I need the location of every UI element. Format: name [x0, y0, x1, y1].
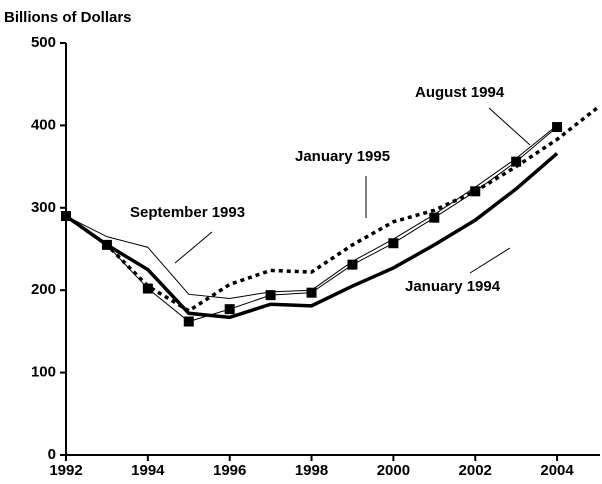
x-tick-label: 2002	[459, 462, 492, 479]
point	[429, 212, 440, 223]
y-tick-label: 200	[31, 281, 56, 298]
x-tick-label: 2000	[377, 462, 410, 479]
series-line	[64, 105, 600, 313]
x-tick-label: 1994	[131, 462, 165, 479]
leader-line	[174, 231, 213, 264]
series-line	[64, 152, 559, 320]
series-label: January 1995	[295, 148, 390, 165]
series-label: January 1994	[405, 278, 501, 295]
x-tick-label: 1996	[213, 462, 246, 479]
axis-title: Billions of Dollars	[4, 9, 132, 26]
point	[183, 316, 194, 327]
y-tick-label: 500	[31, 34, 56, 51]
leader-line	[488, 107, 531, 146]
y-tick-label: 300	[31, 199, 56, 216]
y-tick-label: 100	[31, 364, 56, 381]
point	[347, 259, 358, 270]
point	[142, 283, 153, 294]
point	[224, 304, 235, 315]
point	[388, 238, 399, 249]
x-tick-label: 1992	[49, 462, 82, 479]
x-tick-label: 1998	[295, 462, 328, 479]
point	[265, 290, 276, 301]
leader-line	[469, 247, 511, 274]
point	[511, 156, 522, 167]
point	[306, 287, 317, 298]
series-label: September 1993	[130, 204, 245, 221]
series-label: August 1994	[415, 84, 505, 101]
y-tick-label: 0	[48, 446, 56, 463]
y-tick-label: 400	[31, 116, 56, 133]
point	[552, 122, 563, 133]
x-tick-label: 2004	[540, 462, 574, 479]
